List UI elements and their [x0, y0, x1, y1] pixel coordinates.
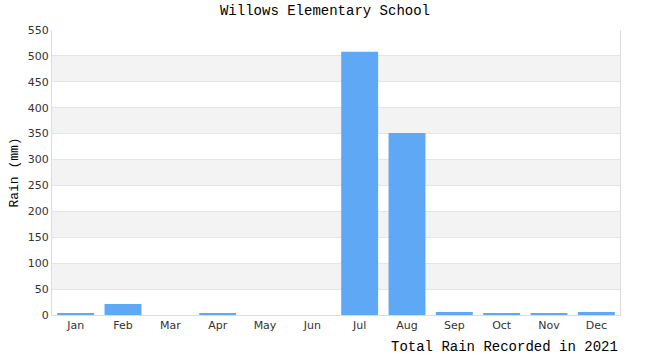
svg-text:Total Rain Recorded in 2021: Total Rain Recorded in 2021	[391, 339, 618, 355]
svg-text:Sep: Sep	[444, 319, 465, 332]
svg-text:Jul: Jul	[352, 319, 366, 332]
svg-text:50: 50	[35, 283, 49, 296]
svg-text:Nov: Nov	[538, 319, 560, 332]
svg-text:Jun: Jun	[303, 319, 321, 332]
svg-text:0: 0	[42, 309, 49, 322]
svg-text:Jan: Jan	[66, 319, 84, 332]
svg-text:Aug: Aug	[396, 319, 417, 332]
svg-text:250: 250	[28, 179, 49, 192]
svg-text:Willows Elementary School: Willows Elementary School	[220, 3, 430, 19]
svg-text:Mar: Mar	[160, 319, 181, 332]
svg-text:Rain (mm): Rain (mm)	[7, 137, 22, 207]
svg-text:300: 300	[28, 153, 49, 166]
svg-text:100: 100	[28, 257, 49, 270]
svg-text:150: 150	[28, 231, 49, 244]
svg-text:Dec: Dec	[586, 319, 607, 332]
svg-text:500: 500	[28, 50, 49, 63]
svg-text:Oct: Oct	[492, 319, 512, 332]
svg-text:450: 450	[28, 76, 49, 89]
svg-text:Apr: Apr	[208, 319, 228, 332]
svg-text:550: 550	[28, 24, 49, 37]
svg-text:400: 400	[28, 102, 49, 115]
svg-text:200: 200	[28, 205, 49, 218]
svg-text:Feb: Feb	[113, 319, 132, 332]
svg-text:May: May	[254, 319, 277, 332]
svg-text:350: 350	[28, 127, 49, 140]
